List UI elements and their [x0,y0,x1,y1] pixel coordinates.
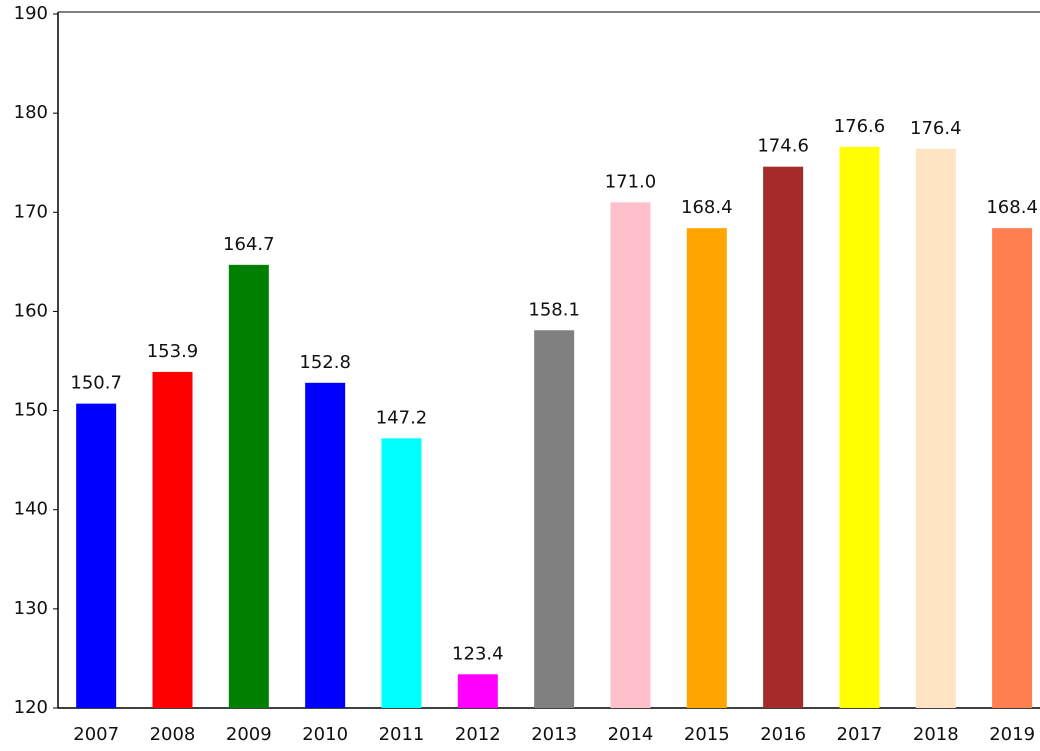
value-label: 147.2 [376,407,428,428]
y-tick-label: 170 [14,201,48,222]
value-label: 164.7 [223,234,275,255]
value-label: 171.0 [605,171,657,192]
y-tick-label: 150 [14,400,48,421]
y-tick-label: 130 [14,598,48,619]
bar [763,166,804,708]
bar [534,330,575,708]
x-tick-label: 2013 [531,724,577,745]
value-label: 153.9 [147,341,199,362]
bar [381,438,422,708]
y-tick-label: 120 [14,697,48,718]
x-tick-label: 2018 [913,724,959,745]
value-label: 168.4 [681,197,733,218]
value-label: 176.4 [910,118,962,139]
value-label: 176.6 [834,116,886,137]
x-tick-label: 2019 [989,724,1035,745]
x-tick-label: 2016 [760,724,806,745]
value-label: 150.7 [70,373,122,394]
x-tick-label: 2009 [226,724,272,745]
x-tick-label: 2010 [302,724,348,745]
bar [686,228,727,709]
bar [915,148,956,708]
value-label: 123.4 [452,643,504,664]
value-label: 174.6 [757,136,809,157]
bar [76,403,117,708]
value-label: 152.8 [299,352,351,373]
bar [152,371,193,708]
x-tick-label: 2011 [379,724,425,745]
x-tick-label: 2007 [73,724,119,745]
bar [457,674,498,708]
bar [228,264,269,708]
y-tick-label: 140 [14,499,48,520]
bar [992,228,1033,709]
y-tick-label: 190 [14,3,48,24]
value-label: 158.1 [528,299,580,320]
x-tick-label: 2015 [684,724,730,745]
x-tick-label: 2017 [837,724,883,745]
value-label: 168.4 [986,197,1038,218]
bar [839,146,880,708]
x-tick-label: 2014 [608,724,654,745]
y-tick-label: 180 [14,102,48,123]
bar [610,202,651,708]
bar [305,382,346,708]
x-tick-label: 2012 [455,724,501,745]
y-tick-label: 160 [14,300,48,321]
x-tick-label: 2008 [150,724,196,745]
